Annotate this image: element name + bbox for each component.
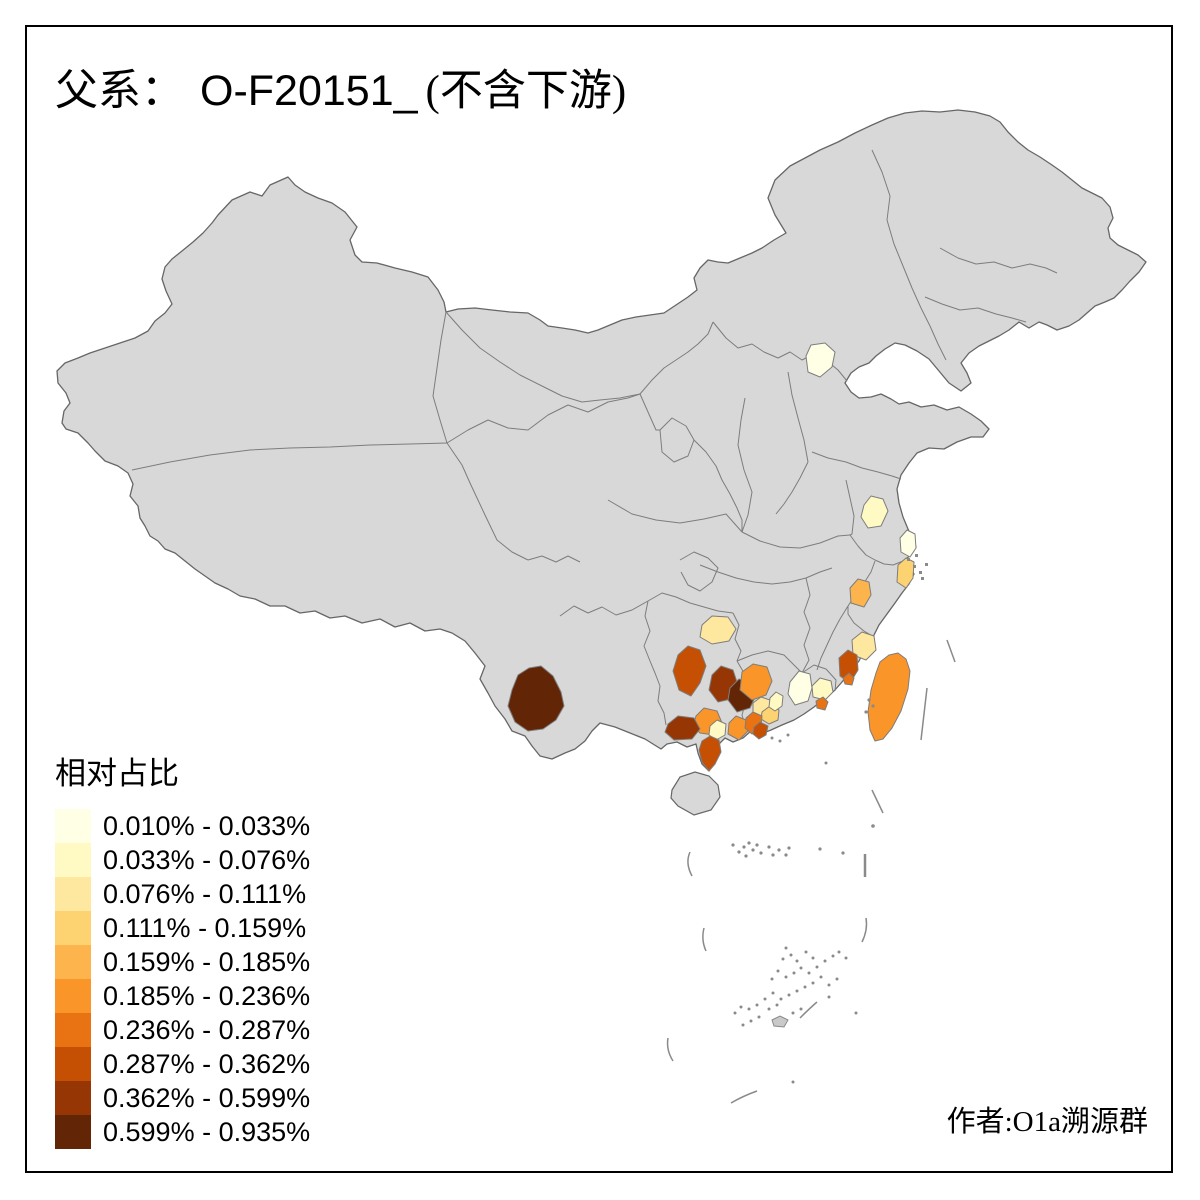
legend-row: 0.076% - 0.111%	[55, 877, 310, 911]
map-region	[664, 715, 701, 741]
page-title: 父系： O-F20151_ (不含下游)	[55, 56, 626, 118]
legend: 相对占比 0.010% - 0.033% 0.033% - 0.076% 0.076…	[55, 748, 310, 1149]
map-region	[849, 578, 872, 608]
map-region	[811, 677, 834, 701]
legend-label: 0.033% - 0.076%	[103, 845, 311, 875]
legend-swatch	[55, 809, 91, 843]
province-borders	[131, 149, 1058, 740]
map-region	[842, 672, 855, 686]
legend-items: 0.010% - 0.033% 0.033% - 0.076% 0.076% - 0…	[55, 809, 310, 1149]
legend-swatch	[55, 1047, 91, 1081]
legend-swatch	[55, 945, 91, 979]
map-region	[768, 691, 784, 712]
map-region	[805, 342, 836, 378]
legend-label: 0.599% - 0.935%	[103, 1117, 311, 1147]
mainland-outline	[56, 109, 1147, 772]
legend-row: 0.010% - 0.033%	[55, 809, 310, 843]
legend-swatch	[55, 1081, 91, 1115]
map-region	[815, 696, 829, 711]
legend-row: 0.111% - 0.159%	[55, 911, 310, 945]
map-region	[896, 557, 915, 589]
page-frame	[25, 25, 1173, 1173]
legend-swatch	[55, 979, 91, 1013]
legend-swatch	[55, 1013, 91, 1047]
map-region	[739, 663, 773, 701]
map-region	[899, 529, 917, 558]
legend-row: 0.185% - 0.236%	[55, 979, 310, 1013]
hainan-island	[670, 771, 721, 816]
map-region	[507, 665, 565, 732]
map-region	[787, 670, 813, 706]
map-region	[867, 652, 911, 742]
map-region	[699, 615, 737, 645]
legend-label: 0.362% - 0.599%	[103, 1083, 311, 1113]
legend-row: 0.362% - 0.599%	[55, 1081, 310, 1115]
legend-row: 0.236% - 0.287%	[55, 1013, 310, 1047]
attribution: 作者:O1a溯源群	[946, 1106, 1148, 1138]
legend-swatch	[55, 843, 91, 877]
legend-label: 0.076% - 0.111%	[103, 879, 307, 909]
map-region	[860, 495, 889, 529]
legend-row: 0.287% - 0.362%	[55, 1047, 310, 1081]
title-code: O-F20151_	[200, 67, 418, 115]
legend-label: 0.287% - 0.362%	[103, 1049, 311, 1079]
legend-label: 0.185% - 0.236%	[103, 981, 311, 1011]
colored-regions	[507, 342, 917, 772]
legend-swatch	[55, 1115, 91, 1149]
legend-row: 0.033% - 0.076%	[55, 843, 310, 877]
title-prefix: 父系：	[55, 68, 184, 115]
legend-row: 0.159% - 0.185%	[55, 945, 310, 979]
map-region	[672, 645, 707, 697]
map-region	[838, 649, 859, 684]
sea-island-marks	[666, 554, 956, 1104]
legend-title: 相对占比	[55, 756, 179, 791]
map-region	[708, 719, 727, 741]
legend-swatch	[55, 877, 91, 911]
map-region	[698, 735, 722, 772]
legend-label: 0.010% - 0.033%	[103, 811, 311, 841]
legend-row: 0.599% - 0.935%	[55, 1115, 310, 1149]
legend-label: 0.111% - 0.159%	[103, 913, 307, 943]
legend-label: 0.159% - 0.185%	[103, 947, 311, 977]
title-suffix: (不含下游)	[425, 68, 627, 115]
map-region	[752, 721, 769, 740]
legend-swatch	[55, 911, 91, 945]
legend-label: 0.236% - 0.287%	[103, 1015, 311, 1045]
